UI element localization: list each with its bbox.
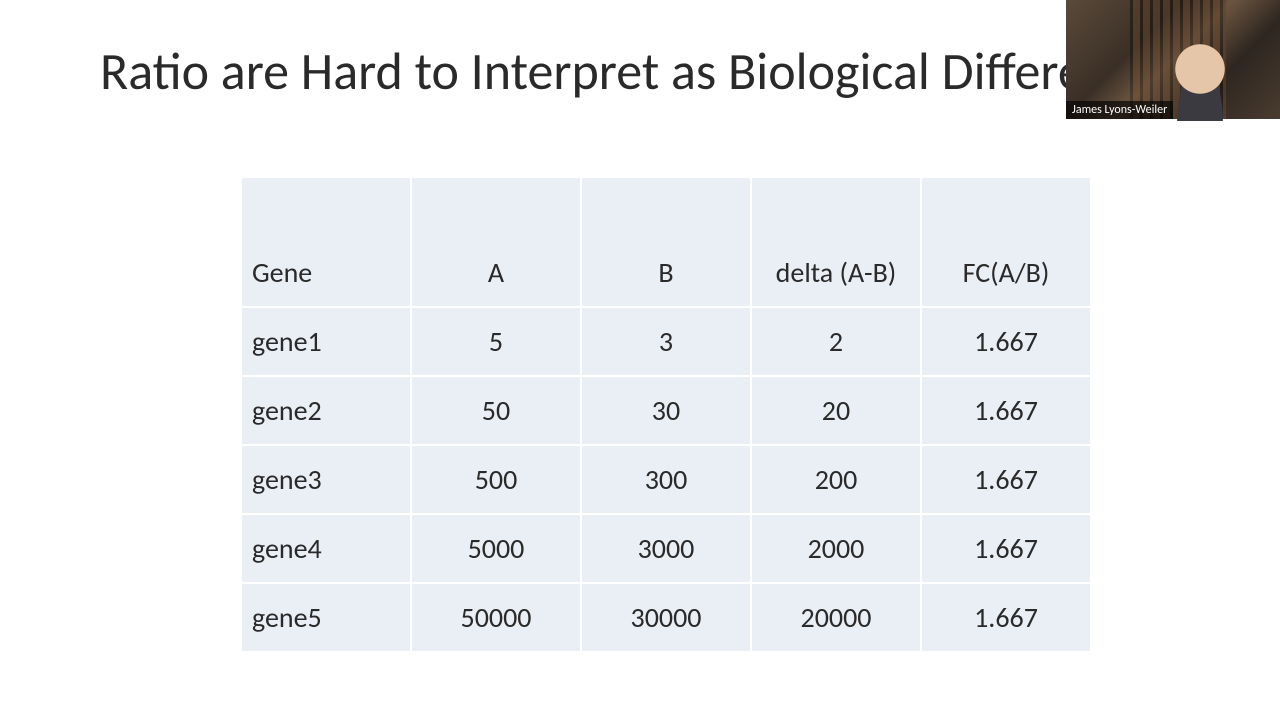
column-header-delta: delta (A-B) xyxy=(752,178,920,306)
cell-a: 50000 xyxy=(412,584,580,651)
cell-a: 50 xyxy=(412,377,580,444)
column-header-a: A xyxy=(412,178,580,306)
cell-delta: 2 xyxy=(752,308,920,375)
table-row: gene3 500 300 200 1.667 xyxy=(242,446,1090,513)
cell-delta: 20000 xyxy=(752,584,920,651)
column-header-b: B xyxy=(582,178,750,306)
slide-title: Ratio are Hard to Interpret as Biologica… xyxy=(100,40,1179,102)
cell-fc: 1.667 xyxy=(922,515,1090,582)
person-icon xyxy=(1168,41,1232,121)
cell-fc: 1.667 xyxy=(922,308,1090,375)
cell-b: 300 xyxy=(582,446,750,513)
cell-a: 500 xyxy=(412,446,580,513)
cell-gene: gene2 xyxy=(242,377,410,444)
cell-delta: 20 xyxy=(752,377,920,444)
webcam-thumbnail: James Lyons-Weiler xyxy=(1066,0,1280,119)
cell-a: 5 xyxy=(412,308,580,375)
cell-gene: gene5 xyxy=(242,584,410,651)
table-row: gene4 5000 3000 2000 1.667 xyxy=(242,515,1090,582)
cell-delta: 200 xyxy=(752,446,920,513)
cell-gene: gene1 xyxy=(242,308,410,375)
cell-gene: gene3 xyxy=(242,446,410,513)
data-table: Gene A B delta (A-B) FC(A/B) gene1 5 3 2… xyxy=(240,176,1092,653)
cell-fc: 1.667 xyxy=(922,377,1090,444)
cell-gene: gene4 xyxy=(242,515,410,582)
webcam-participant-name: James Lyons-Weiler xyxy=(1066,101,1173,119)
cell-b: 30000 xyxy=(582,584,750,651)
table-row: gene1 5 3 2 1.667 xyxy=(242,308,1090,375)
cell-a: 5000 xyxy=(412,515,580,582)
cell-fc: 1.667 xyxy=(922,446,1090,513)
column-header-fc: FC(A/B) xyxy=(922,178,1090,306)
table-row: gene5 50000 30000 20000 1.667 xyxy=(242,584,1090,651)
table-header-row: Gene A B delta (A-B) FC(A/B) xyxy=(242,178,1090,306)
cell-b: 3000 xyxy=(582,515,750,582)
data-table-container: Gene A B delta (A-B) FC(A/B) gene1 5 3 2… xyxy=(240,176,1092,653)
table-row: gene2 50 30 20 1.667 xyxy=(242,377,1090,444)
cell-b: 3 xyxy=(582,308,750,375)
cell-fc: 1.667 xyxy=(922,584,1090,651)
cell-b: 30 xyxy=(582,377,750,444)
cell-delta: 2000 xyxy=(752,515,920,582)
column-header-gene: Gene xyxy=(242,178,410,306)
